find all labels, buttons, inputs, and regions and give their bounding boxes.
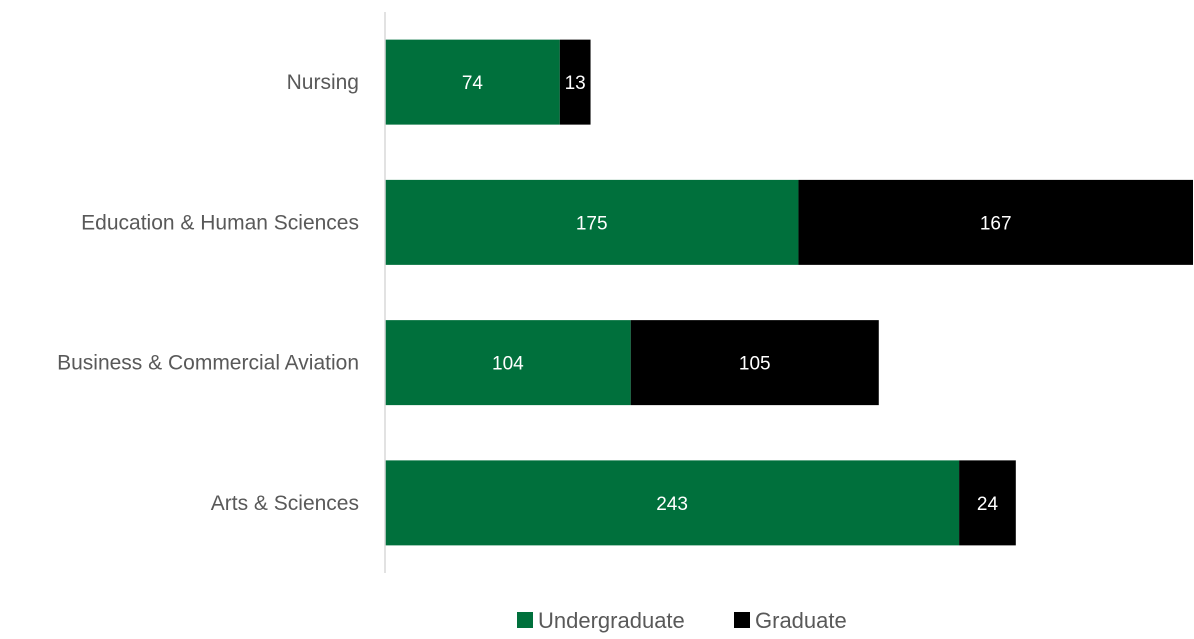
legend-swatch-undergraduate — [517, 612, 533, 628]
bar-undergraduate-nursing — [385, 39, 560, 125]
legend-label-graduate: Graduate — [755, 608, 847, 633]
bar-undergraduate-education-human-sciences — [385, 179, 799, 265]
bars-layer — [385, 39, 1193, 546]
data-label-undergraduate-education-human-sciences: 175 — [576, 213, 608, 234]
bar-graduate-business-commercial-aviation — [630, 320, 879, 406]
data-label-graduate-education-human-sciences: 167 — [980, 213, 1012, 234]
category-label-nursing: Nursing — [287, 71, 359, 94]
data-labels-layer: 74 13 175 167 104 105 243 24 — [462, 73, 1012, 515]
bar-undergraduate-arts-sciences — [385, 460, 960, 546]
legend-label-undergraduate: Undergraduate — [538, 608, 685, 633]
data-label-graduate-business-commercial-aviation: 105 — [739, 354, 771, 375]
bar-graduate-education-human-sciences — [798, 179, 1193, 265]
bar-undergraduate-business-commercial-aviation — [385, 320, 631, 406]
category-label-education-human-sciences: Education & Human Sciences — [81, 211, 359, 234]
data-label-undergraduate-arts-sciences: 243 — [656, 494, 688, 515]
category-labels-layer: Nursing Education & Human Sciences Busines… — [57, 71, 359, 515]
category-label-business-commercial-aviation: Business & Commercial Aviation — [57, 352, 359, 375]
data-label-graduate-nursing: 13 — [565, 73, 586, 94]
data-label-undergraduate-nursing: 74 — [462, 73, 484, 94]
legend-swatch-graduate — [734, 612, 750, 628]
bar-graduate-nursing — [559, 39, 591, 125]
category-label-arts-sciences: Arts & Sciences — [211, 492, 359, 515]
legend: Undergraduate Graduate — [517, 608, 847, 633]
data-label-undergraduate-business-commercial-aviation: 104 — [492, 354, 524, 375]
bar-graduate-arts-sciences — [959, 460, 1016, 546]
data-label-graduate-arts-sciences: 24 — [977, 494, 999, 515]
